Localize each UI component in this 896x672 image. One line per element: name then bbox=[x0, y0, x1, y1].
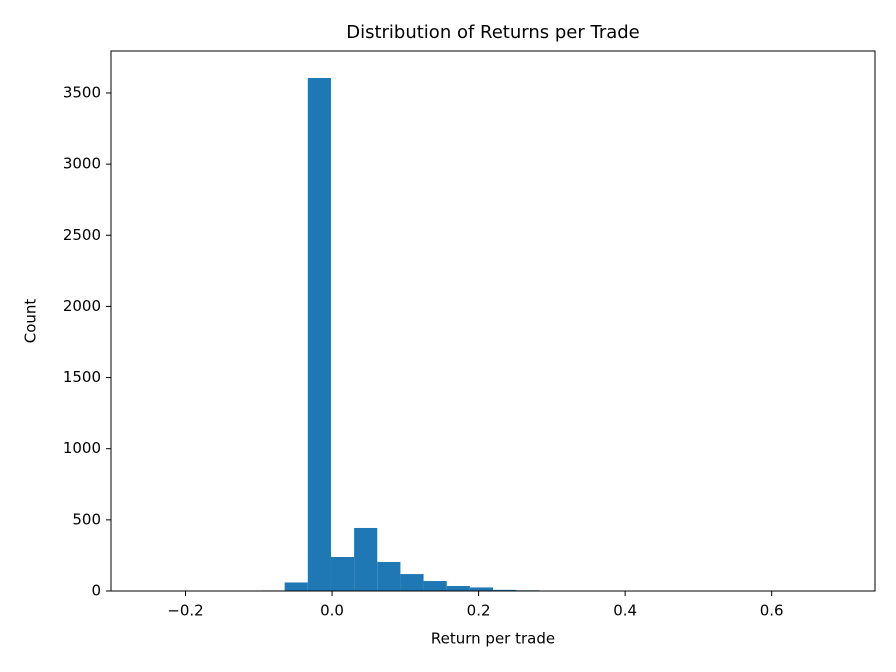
bar bbox=[354, 527, 378, 591]
x-tick-label: 0.6 bbox=[760, 602, 784, 620]
plot-frame bbox=[110, 50, 876, 592]
y-tick-label: 500 bbox=[72, 510, 101, 528]
chart-title: Distribution of Returns per Trade bbox=[346, 22, 640, 43]
bar bbox=[469, 587, 494, 591]
y-tick-label: 2500 bbox=[63, 226, 101, 244]
x-tick-label: 0.4 bbox=[613, 602, 637, 620]
x-axis-label: Return per trade bbox=[431, 630, 555, 648]
bar bbox=[400, 574, 424, 591]
bar bbox=[284, 582, 308, 591]
bar bbox=[377, 561, 401, 591]
bar bbox=[446, 586, 470, 591]
y-tick-label: 1000 bbox=[63, 439, 101, 457]
y-tick-label: 2000 bbox=[63, 297, 101, 315]
bar bbox=[423, 581, 447, 591]
x-tick-label: 0.2 bbox=[467, 602, 491, 620]
y-axis-label: Count bbox=[22, 299, 40, 344]
y-tick-label: 3000 bbox=[63, 155, 101, 173]
x-tick-label: 0.0 bbox=[320, 602, 344, 620]
bar bbox=[307, 78, 331, 591]
bar bbox=[493, 589, 517, 591]
x-tick-label: −0.2 bbox=[167, 602, 203, 620]
y-tick-label: 3500 bbox=[63, 83, 101, 101]
y-tick-label: 1500 bbox=[63, 368, 101, 386]
bar bbox=[330, 556, 355, 591]
y-tick-label: 0 bbox=[91, 582, 101, 600]
